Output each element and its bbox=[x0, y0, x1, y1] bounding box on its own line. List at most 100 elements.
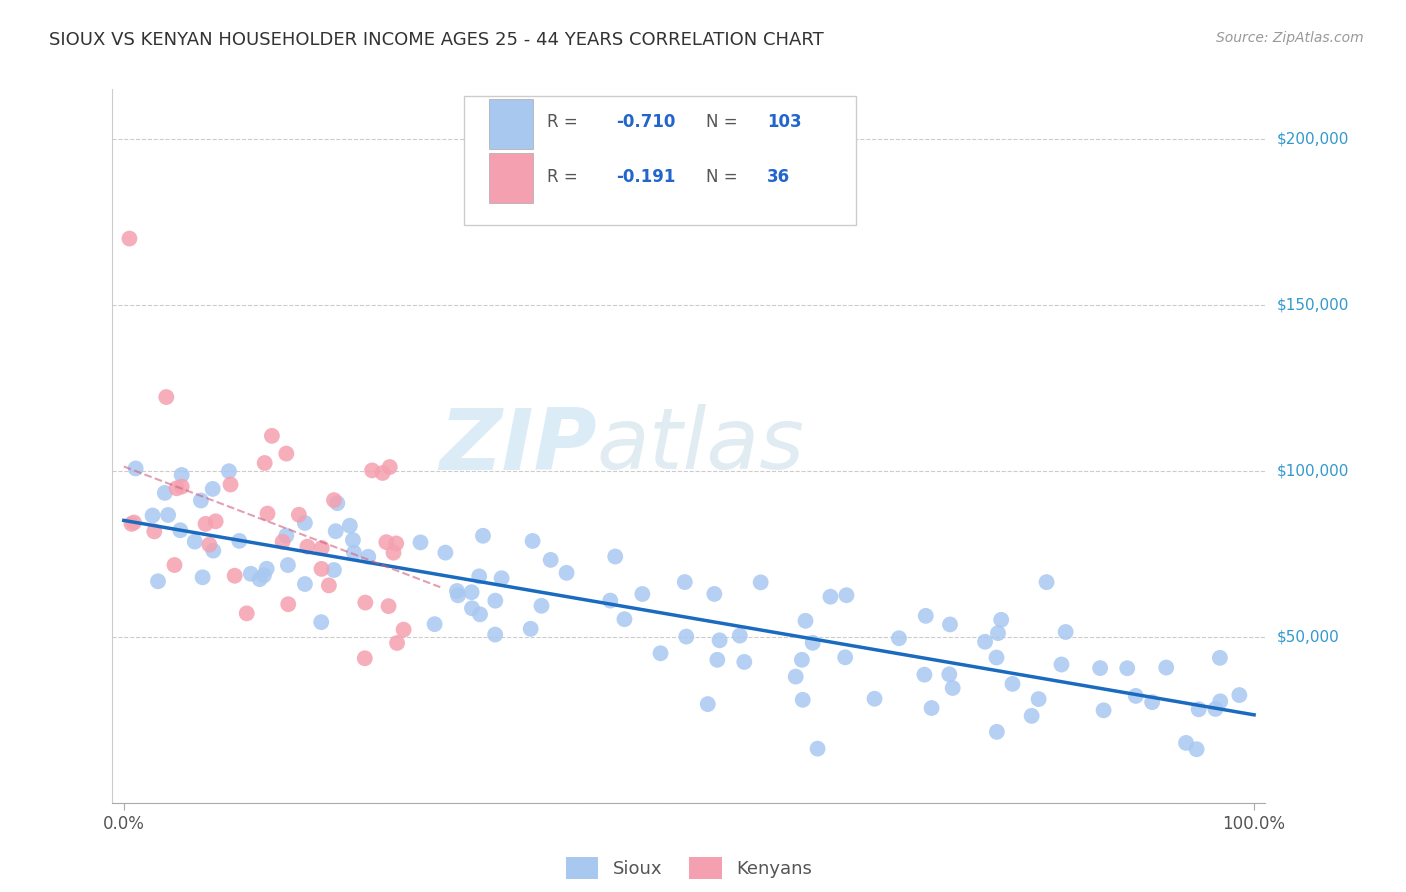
Point bbox=[446, 584, 468, 599]
Point bbox=[219, 477, 242, 491]
Point bbox=[184, 534, 207, 549]
Text: R =: R = bbox=[547, 168, 583, 186]
Point bbox=[311, 562, 333, 576]
Text: Source: ZipAtlas.com: Source: ZipAtlas.com bbox=[1216, 31, 1364, 45]
Point bbox=[260, 429, 283, 443]
Point bbox=[939, 617, 962, 632]
Point bbox=[249, 572, 271, 586]
Point bbox=[218, 464, 240, 478]
Point bbox=[256, 507, 278, 521]
Point bbox=[377, 599, 399, 614]
Point bbox=[382, 546, 405, 560]
Point bbox=[239, 566, 262, 581]
FancyBboxPatch shape bbox=[464, 96, 856, 225]
Point bbox=[277, 597, 299, 611]
Point bbox=[1116, 661, 1139, 675]
Point bbox=[294, 577, 316, 591]
Point bbox=[491, 571, 513, 585]
Point bbox=[1054, 625, 1077, 640]
Point bbox=[522, 533, 544, 548]
Point bbox=[1050, 657, 1073, 672]
Text: R =: R = bbox=[547, 113, 583, 131]
Point bbox=[325, 524, 347, 539]
Point bbox=[990, 613, 1012, 627]
Point bbox=[914, 608, 936, 623]
Point bbox=[540, 553, 562, 567]
Point bbox=[650, 646, 672, 660]
Point bbox=[675, 630, 697, 644]
Point bbox=[191, 570, 214, 584]
Point bbox=[378, 460, 401, 475]
Point bbox=[1204, 702, 1226, 716]
Point bbox=[555, 566, 578, 580]
Text: -0.191: -0.191 bbox=[616, 168, 676, 186]
Point bbox=[1227, 688, 1250, 702]
Point bbox=[834, 650, 856, 665]
Point bbox=[204, 514, 226, 528]
Point bbox=[224, 568, 246, 582]
Point bbox=[166, 481, 188, 495]
Point bbox=[1021, 709, 1043, 723]
Point bbox=[392, 623, 415, 637]
Point bbox=[353, 651, 375, 665]
Point bbox=[198, 538, 221, 552]
Point bbox=[806, 741, 828, 756]
Point bbox=[155, 390, 177, 404]
Point bbox=[468, 607, 491, 622]
Point bbox=[170, 480, 193, 494]
Point bbox=[1028, 692, 1050, 706]
Point bbox=[375, 535, 398, 549]
Point bbox=[987, 626, 1010, 640]
Text: $200,000: $200,000 bbox=[1277, 131, 1350, 146]
Point bbox=[276, 447, 298, 461]
Point bbox=[790, 653, 813, 667]
Point bbox=[460, 585, 482, 599]
Point bbox=[1001, 677, 1024, 691]
Point bbox=[423, 617, 446, 632]
Point bbox=[326, 496, 349, 510]
Point bbox=[354, 596, 377, 610]
Text: $150,000: $150,000 bbox=[1277, 297, 1350, 312]
Point bbox=[157, 508, 180, 522]
Point bbox=[202, 543, 225, 558]
Point bbox=[294, 516, 316, 530]
Point bbox=[530, 599, 553, 613]
Point bbox=[785, 670, 807, 684]
Point bbox=[986, 650, 1008, 665]
Point bbox=[1088, 661, 1111, 675]
Point bbox=[434, 546, 457, 560]
Point bbox=[938, 667, 960, 681]
Text: SIOUX VS KENYAN HOUSEHOLDER INCOME AGES 25 - 44 YEARS CORRELATION CHART: SIOUX VS KENYAN HOUSEHOLDER INCOME AGES … bbox=[49, 31, 824, 49]
Point bbox=[820, 590, 842, 604]
Point bbox=[201, 482, 224, 496]
Point bbox=[323, 493, 346, 508]
Text: atlas: atlas bbox=[596, 404, 804, 488]
Point bbox=[942, 681, 965, 695]
Point bbox=[163, 558, 186, 572]
Point bbox=[1209, 694, 1232, 708]
Point bbox=[986, 724, 1008, 739]
Point bbox=[271, 534, 294, 549]
Point bbox=[318, 578, 340, 592]
Point bbox=[728, 629, 751, 643]
Point bbox=[276, 528, 298, 542]
Point bbox=[792, 693, 814, 707]
Point bbox=[143, 524, 166, 539]
Text: N =: N = bbox=[706, 113, 744, 131]
Point bbox=[146, 574, 169, 589]
Point bbox=[1154, 660, 1177, 674]
Point bbox=[323, 563, 346, 577]
Point bbox=[361, 463, 384, 477]
Point bbox=[235, 607, 257, 621]
Point bbox=[253, 456, 276, 470]
Point bbox=[461, 601, 484, 615]
Point bbox=[342, 533, 364, 547]
Point bbox=[921, 701, 943, 715]
Point bbox=[228, 533, 250, 548]
Point bbox=[673, 575, 696, 590]
Point bbox=[733, 655, 755, 669]
Legend: Sioux, Kenyans: Sioux, Kenyans bbox=[558, 850, 820, 887]
FancyBboxPatch shape bbox=[489, 153, 533, 203]
Point bbox=[122, 516, 145, 530]
Point bbox=[801, 636, 824, 650]
